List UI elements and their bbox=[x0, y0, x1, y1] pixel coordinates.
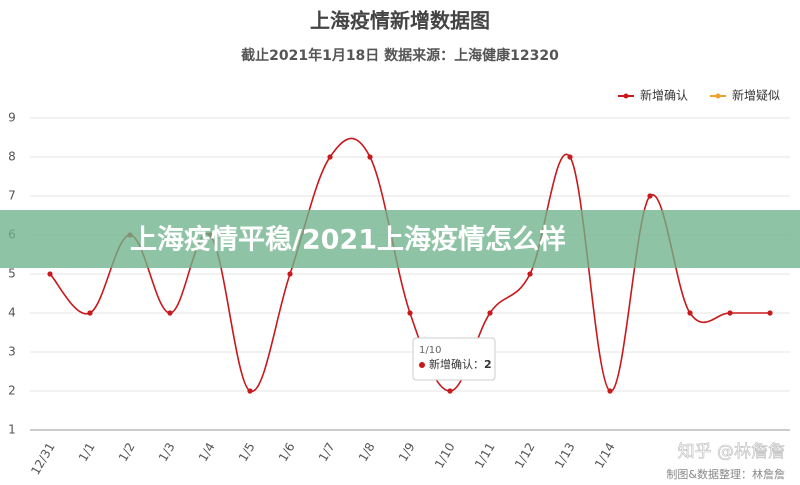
tooltip-label: 新增确认： bbox=[429, 357, 484, 371]
point bbox=[167, 310, 173, 316]
watermark: 知乎 @林詹詹 bbox=[678, 442, 785, 462]
x-tick-label: 1/13 bbox=[552, 440, 578, 470]
x-tick-label: 1/9 bbox=[396, 440, 418, 464]
legend-label: 新增疑似 bbox=[732, 88, 780, 103]
point bbox=[287, 271, 293, 277]
tooltip-title: 1/10 bbox=[419, 345, 441, 356]
legend-dot bbox=[715, 93, 721, 99]
y-tick-label: 8 bbox=[8, 150, 16, 164]
x-tick-label: 1/11 bbox=[472, 440, 498, 470]
point bbox=[87, 310, 93, 316]
x-tick-label: 1/5 bbox=[236, 440, 258, 464]
point bbox=[607, 388, 613, 394]
x-tick-label: 1/4 bbox=[196, 440, 218, 464]
x-tick-label: 1/14 bbox=[592, 440, 618, 470]
chart-title: 上海疫情新增数据图 bbox=[310, 9, 490, 33]
point bbox=[407, 310, 413, 316]
x-tick-label: 1/2 bbox=[116, 440, 138, 464]
point bbox=[487, 310, 493, 316]
legend-label: 新增确认 bbox=[640, 88, 688, 103]
y-tick-label: 3 bbox=[8, 345, 16, 359]
point bbox=[567, 154, 573, 160]
x-tick-label: 1/6 bbox=[276, 440, 298, 464]
point bbox=[687, 310, 693, 316]
y-tick-label: 7 bbox=[8, 189, 16, 203]
tooltip-box bbox=[412, 337, 496, 381]
y-tick-label: 1 bbox=[8, 423, 16, 437]
y-tick-label: 2 bbox=[8, 384, 16, 398]
x-tick-label: 1/3 bbox=[156, 440, 178, 464]
point bbox=[367, 154, 373, 160]
x-tick-label: 1/10 bbox=[432, 440, 458, 470]
chart-subtitle: 截止2021年1月18日 数据来源：上海健康12320 bbox=[241, 47, 559, 64]
x-tick-label: 1/1 bbox=[76, 440, 98, 464]
point bbox=[247, 388, 253, 394]
point bbox=[767, 310, 773, 316]
x-tick-label: 1/8 bbox=[356, 440, 378, 464]
x-tick-label: 12/31 bbox=[28, 440, 57, 477]
legend-dot bbox=[623, 93, 629, 99]
point bbox=[327, 154, 333, 160]
tooltip-text: 新增确认：2 bbox=[429, 357, 492, 371]
x-tick-label: 1/12 bbox=[512, 440, 538, 470]
point bbox=[47, 271, 53, 277]
y-tick-label: 9 bbox=[8, 111, 16, 125]
point bbox=[447, 388, 453, 394]
point bbox=[727, 310, 733, 316]
x-tick-label: 1/7 bbox=[316, 440, 338, 464]
banner-text: 上海疫情平稳/2021上海疫情怎么样 bbox=[130, 224, 566, 256]
y-tick-label: 5 bbox=[8, 267, 16, 281]
y-tick-label: 4 bbox=[8, 306, 16, 320]
banner bbox=[0, 210, 800, 268]
watermark: 制图&数据整理：林詹詹 bbox=[666, 467, 785, 481]
tooltip-dot bbox=[419, 362, 425, 368]
tooltip-value: 2 bbox=[484, 358, 492, 371]
point bbox=[647, 193, 653, 199]
point bbox=[527, 271, 533, 277]
